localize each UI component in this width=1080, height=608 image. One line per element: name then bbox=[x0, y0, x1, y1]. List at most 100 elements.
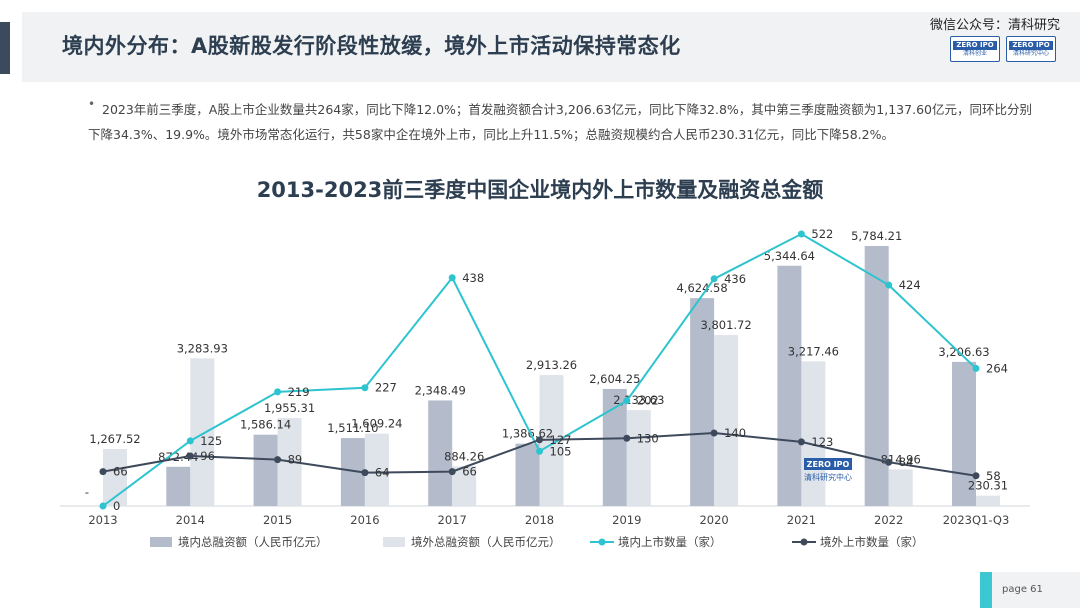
x-tick-label: 2016 bbox=[350, 513, 379, 527]
label-overseas-count: 127 bbox=[550, 433, 572, 447]
bar-domestic-label: 1,586.14 bbox=[240, 418, 291, 432]
legend-marker bbox=[800, 538, 808, 546]
bar-overseas-label: 3,801.72 bbox=[700, 318, 751, 332]
bar-domestic-amount bbox=[253, 434, 278, 506]
point-domestic-count bbox=[274, 388, 282, 396]
bar-overseas-amount bbox=[976, 495, 1000, 506]
logo-bottom-text: 清科研究中心 bbox=[1012, 49, 1049, 57]
label-overseas-count: 66 bbox=[462, 465, 477, 479]
bar-overseas-label: 1,267.52 bbox=[89, 432, 140, 446]
bar-domestic-label: 1,511.10 bbox=[327, 421, 378, 435]
point-overseas-count bbox=[99, 468, 107, 476]
x-tick-label: 2015 bbox=[263, 513, 292, 527]
point-domestic-count bbox=[797, 230, 805, 238]
legend-label: 境外上市数量（家） bbox=[820, 535, 924, 549]
bar-domestic-amount bbox=[166, 466, 191, 506]
bar-domestic-label: 5,784.21 bbox=[851, 229, 902, 243]
label-domestic-count: 219 bbox=[288, 385, 310, 399]
bar-overseas-amount bbox=[714, 335, 739, 506]
label-overseas-count: 96 bbox=[200, 449, 215, 463]
point-overseas-count bbox=[885, 458, 893, 466]
x-tick-label: 2014 bbox=[176, 513, 205, 527]
x-tick-label: 2022 bbox=[874, 513, 903, 527]
legend-label: 境外总融资额（人民币亿元） bbox=[411, 535, 561, 549]
bar-overseas-label: 3,283.93 bbox=[177, 341, 228, 355]
page-accent-bar bbox=[980, 572, 992, 608]
bar-overseas-label: 230.31 bbox=[968, 479, 1008, 493]
chart-logo-bottom: 清科研究中心 bbox=[804, 472, 852, 482]
point-overseas-count bbox=[186, 452, 194, 460]
label-overseas-count: 58 bbox=[986, 469, 1001, 483]
point-overseas-count bbox=[797, 438, 805, 446]
x-tick-label: 2017 bbox=[438, 513, 467, 527]
x-tick-label: 2013 bbox=[88, 513, 117, 527]
point-overseas-count bbox=[536, 436, 543, 444]
point-domestic-count bbox=[361, 384, 369, 392]
logo-bottom-text: 清科创业 bbox=[962, 49, 987, 57]
bar-overseas-amount bbox=[452, 466, 477, 506]
bar-domestic-amount bbox=[690, 298, 715, 506]
point-domestic-count bbox=[448, 274, 456, 282]
label-domestic-count: 424 bbox=[899, 278, 921, 292]
label-overseas-count: 123 bbox=[811, 435, 833, 449]
label-domestic-count: 522 bbox=[811, 227, 833, 241]
bar-overseas-label: 1,609.24 bbox=[351, 417, 402, 431]
label-overseas-count: 130 bbox=[637, 431, 659, 445]
point-domestic-count bbox=[885, 281, 893, 289]
point-overseas-count bbox=[361, 469, 369, 477]
label-domestic-count: 436 bbox=[724, 272, 746, 286]
label-overseas-count: 66 bbox=[113, 465, 128, 479]
bar-domestic-label: 3,206.63 bbox=[938, 345, 989, 359]
point-domestic-count bbox=[972, 364, 980, 372]
point-overseas-count bbox=[710, 429, 718, 437]
label-domestic-count: 125 bbox=[200, 434, 222, 448]
point-overseas-count bbox=[623, 434, 631, 442]
zero-ipo-research-logo: ZERO IPO 清科研究中心 bbox=[1006, 36, 1056, 62]
x-tick-label: 2023Q1-Q3 bbox=[943, 513, 1010, 527]
point-overseas-count bbox=[972, 472, 980, 480]
chart-logo-box bbox=[804, 458, 852, 470]
label-overseas-count: 84 bbox=[899, 455, 914, 469]
bar-domestic-label: - bbox=[85, 485, 89, 499]
point-overseas-count bbox=[448, 468, 456, 476]
page-number-box bbox=[980, 572, 1080, 608]
x-tick-label: 2019 bbox=[612, 513, 641, 527]
label-domestic-count: 105 bbox=[550, 444, 572, 458]
bar-domestic-amount bbox=[952, 361, 976, 506]
bar-domestic-amount bbox=[428, 400, 453, 506]
bar-domestic-amount bbox=[864, 246, 889, 506]
label-domestic-count: 0 bbox=[113, 499, 120, 513]
logo-top-text: ZERO IPO bbox=[1009, 40, 1053, 50]
bar-domestic-label: 2,348.49 bbox=[415, 383, 466, 397]
x-tick-label: 2020 bbox=[699, 513, 728, 527]
bar-domestic-amount bbox=[515, 443, 540, 506]
x-tick-label: 2018 bbox=[525, 513, 554, 527]
label-overseas-count: 140 bbox=[724, 426, 746, 440]
bullet-icon: • bbox=[88, 97, 96, 111]
logo-top-text: ZERO IPO bbox=[953, 40, 997, 50]
page-title: 境内外分布：A股新股发行阶段性放缓，境外上市活动保持常态化 bbox=[62, 34, 681, 58]
label-domestic-count: 438 bbox=[462, 271, 484, 285]
legend-label: 境内总融资额（人民币亿元） bbox=[178, 535, 328, 549]
bar-overseas-amount bbox=[364, 433, 389, 506]
label-domestic-count: 264 bbox=[986, 361, 1008, 375]
point-domestic-count bbox=[186, 437, 194, 445]
logo-group: ZERO IPO 清科创业 ZERO IPO 清科研究中心 bbox=[950, 36, 1056, 62]
page-number: page 61 bbox=[1002, 584, 1043, 595]
point-domestic-count bbox=[99, 502, 107, 510]
bar-overseas-amount bbox=[888, 469, 913, 506]
bar-domestic-label: 4,624.58 bbox=[676, 281, 727, 295]
point-domestic-count bbox=[623, 397, 631, 405]
point-overseas-count bbox=[274, 456, 282, 464]
bar-overseas-amount bbox=[801, 361, 826, 506]
point-domestic-count bbox=[710, 275, 718, 283]
bar-overseas-label: 884.26 bbox=[444, 449, 484, 463]
bar-overseas-label: 1,955.31 bbox=[264, 401, 315, 415]
bar-domestic-amount bbox=[777, 265, 802, 506]
chart-logo-top: ZERO IPO bbox=[807, 460, 850, 469]
bar-domestic-label: 2,604.25 bbox=[589, 372, 640, 386]
legend-swatch bbox=[150, 537, 172, 547]
bar-overseas-amount bbox=[190, 358, 215, 506]
zero-ipo-logo: ZERO IPO 清科创业 bbox=[950, 36, 1000, 62]
